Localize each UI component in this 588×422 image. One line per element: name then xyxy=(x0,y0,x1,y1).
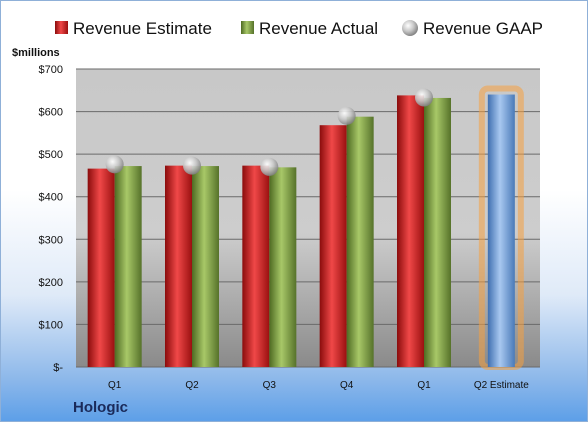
y-tick-label: $- xyxy=(53,362,63,374)
chart-legend: Revenue Estimate Revenue Actual Revenue … xyxy=(55,19,543,38)
bar-revenue-estimate xyxy=(397,95,424,367)
bar-revenue-estimate xyxy=(242,165,270,367)
bar-revenue-estimate xyxy=(165,165,192,367)
x-tick-label: Q2 Estimate xyxy=(474,380,529,391)
y-tick-label: $400 xyxy=(39,192,63,204)
marker-revenue-gaap xyxy=(105,155,124,174)
y-tick-label: $700 xyxy=(39,64,63,76)
plot-area xyxy=(76,69,540,367)
legend-swatch-revenue-gaap xyxy=(402,20,418,36)
marker-revenue-gaap xyxy=(415,88,433,107)
legend-swatch-revenue-estimate xyxy=(55,21,68,34)
marker-revenue-gaap xyxy=(260,157,279,176)
bar-revenue-actual xyxy=(424,97,451,367)
company-name: Hologic xyxy=(73,399,128,416)
x-axis-ticks: Q1 Q2 Q3 Q4 Q1 Q2 Estimate xyxy=(108,380,529,391)
legend-label-revenue-gaap: Revenue GAAP xyxy=(423,19,543,38)
y-tick-label: $200 xyxy=(39,277,63,289)
x-tick-label: Q1 xyxy=(417,380,431,391)
bars xyxy=(87,85,524,371)
legend-label-revenue-estimate: Revenue Estimate xyxy=(73,19,212,38)
y-axis-ticks: $- $100 $200 $300 $400 $500 $600 $700 xyxy=(39,64,64,374)
gaap-markers xyxy=(105,88,433,176)
y-tick-label: $500 xyxy=(39,149,63,161)
bar-revenue-estimate xyxy=(319,125,347,368)
x-tick-label: Q4 xyxy=(340,380,354,391)
y-tick-label: $300 xyxy=(39,234,63,246)
gridlines xyxy=(76,68,540,368)
x-tick-label: Q2 xyxy=(185,380,199,391)
y-axis-unit-label: $millions xyxy=(12,47,60,59)
bar-revenue-estimate xyxy=(87,168,115,367)
bar-revenue-actual xyxy=(114,166,142,367)
bar-revenue-actual xyxy=(269,167,297,367)
y-tick-label: $100 xyxy=(39,319,63,331)
x-tick-label: Q1 xyxy=(108,380,122,391)
marker-revenue-gaap xyxy=(183,156,201,175)
bar-revenue-actual xyxy=(346,116,374,368)
legend-label-revenue-actual: Revenue Actual xyxy=(259,19,378,38)
y-tick-label: $600 xyxy=(39,107,63,119)
x-tick-label: Q3 xyxy=(263,380,277,391)
marker-revenue-gaap xyxy=(337,106,356,125)
bar-revenue-actual xyxy=(192,166,219,367)
legend-swatch-revenue-actual xyxy=(241,21,254,34)
bar-revenue-estimate xyxy=(487,94,515,368)
